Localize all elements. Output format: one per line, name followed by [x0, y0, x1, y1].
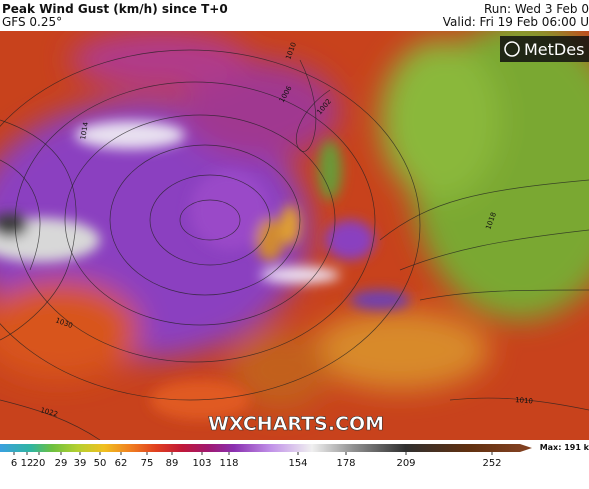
legend-tick-label: 29 [55, 458, 68, 469]
legend: Max: 191 k [0, 443, 589, 452]
legend-tick-label: 209 [396, 458, 415, 469]
watermark: WXCHARTS.COM [208, 413, 384, 435]
subtitle: GFS 0.25° [2, 15, 62, 29]
legend-tick-label: 89 [166, 458, 179, 469]
isobars [0, 49, 589, 440]
isobar-label: 1010 [515, 396, 533, 406]
legend-tick-label: 75 [141, 458, 154, 469]
legend-tick-label: 50 [94, 458, 107, 469]
legend-tick-label: 118 [219, 458, 238, 469]
legend-tick-label: 20 [33, 458, 46, 469]
legend-tick-label: 39 [74, 458, 87, 469]
legend-tick-label: 252 [482, 458, 501, 469]
run-time: Run: Wed 3 Feb 0 [484, 2, 589, 16]
legend-tick-label: 62 [115, 458, 128, 469]
legend-tick-label: 154 [288, 458, 307, 469]
logo-text: MetDes [524, 40, 584, 59]
title: Peak Wind Gust (km/h) since T+0 [2, 2, 228, 16]
valid-time: Valid: Fri 19 Feb 06:00 U [443, 15, 589, 29]
legend-tick-label: 12 [21, 458, 34, 469]
isobar-label: 1014 [79, 121, 90, 140]
legend-tick-label: 103 [192, 458, 211, 469]
logo: MetDes [500, 36, 589, 62]
legend-tick-label: 178 [336, 458, 355, 469]
map: WXCHARTS.COM [0, 31, 589, 440]
legend-tick-label: 6 [11, 458, 17, 469]
legend-max: Max: 191 k [540, 443, 589, 452]
